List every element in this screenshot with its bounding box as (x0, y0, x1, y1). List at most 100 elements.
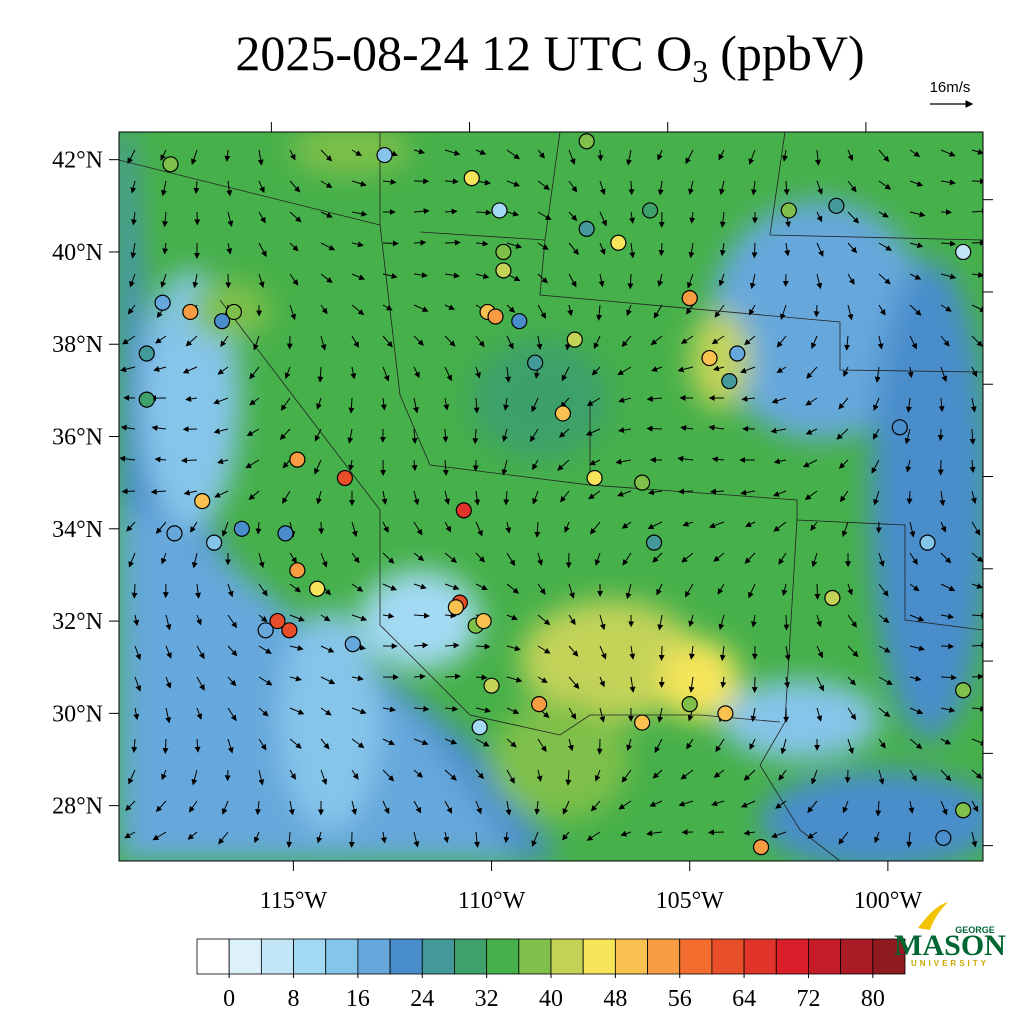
title-text: 2025-08-24 12 UTC O (235, 25, 692, 81)
wind-arrow (629, 242, 636, 259)
wind-arrow (586, 397, 601, 406)
wind-arrow (314, 459, 322, 475)
logo-main: MASON (894, 929, 1006, 962)
wind-arrow (718, 149, 725, 161)
colorbar-bin (196, 938, 230, 975)
wind-arrow (155, 335, 167, 344)
wind-arrow (162, 738, 169, 755)
wind-arrow (782, 149, 788, 162)
wind-arrow (537, 273, 548, 284)
wind-arrow (688, 614, 695, 628)
wind-arrow (502, 428, 508, 442)
wind-arrow (847, 180, 857, 193)
wind-arrow (711, 335, 725, 345)
wind-arrow (652, 769, 663, 779)
wind-arrow (871, 459, 880, 474)
wind-arrow (131, 738, 138, 753)
colorbar-bin (711, 938, 745, 975)
wind-arrow (649, 800, 663, 807)
wind-arrow (289, 180, 301, 193)
station (289, 562, 306, 579)
title-subscript: 3 (692, 53, 708, 89)
wind-arrow (816, 180, 823, 195)
wind-arrow (258, 583, 268, 597)
station (182, 303, 199, 321)
wind-arrow (133, 614, 140, 627)
wind-arrow (771, 397, 787, 404)
wind-arrow (713, 552, 725, 562)
station (824, 589, 841, 607)
station (645, 534, 663, 551)
wind-arrow (320, 273, 333, 284)
wind-arrow (599, 180, 606, 196)
wind-arrow (413, 239, 427, 246)
wind-arrow (816, 211, 823, 223)
wind-arrow (475, 552, 486, 563)
wind-arrow (805, 397, 818, 406)
colorbar-bin (550, 938, 584, 975)
wind-arrow (841, 521, 849, 538)
wind-arrow (126, 521, 136, 532)
wind-arrow (621, 521, 632, 529)
wind-arrow (289, 552, 297, 564)
station (634, 474, 651, 491)
wind-arrow (971, 642, 983, 649)
wind-arrow (651, 366, 663, 372)
wind-arrow (320, 180, 333, 189)
wind-arrow (568, 645, 579, 657)
wind-arrow (320, 149, 333, 162)
wind-arrow (506, 242, 523, 249)
wind-arrow (444, 642, 460, 649)
colorbar-label: 48 (603, 986, 627, 1012)
station (225, 303, 243, 321)
station (729, 345, 746, 362)
wind-arrow (971, 208, 983, 215)
wind-arrow (816, 645, 823, 659)
wind-arrow (413, 673, 426, 680)
wind-arrow (289, 675, 302, 682)
station (919, 534, 936, 551)
station (194, 493, 211, 510)
wind-arrow (743, 769, 756, 781)
wind-arrow (781, 583, 788, 597)
wind-arrow (127, 304, 136, 315)
station (634, 714, 651, 731)
wind-arrow (320, 242, 336, 251)
wind-arrow (475, 643, 491, 650)
wind-arrow (443, 831, 450, 844)
wind-arrow (444, 208, 458, 215)
wind-arrow (784, 645, 791, 661)
wind-arrow (534, 800, 541, 816)
wind-arrow (506, 583, 520, 594)
wind-arrow (775, 800, 787, 809)
colorbar-bin (357, 938, 391, 975)
wind-arrow (120, 366, 136, 373)
wind-arrow (128, 769, 136, 785)
wind-arrow (740, 489, 756, 496)
wind-arrow (677, 366, 694, 373)
wind-arrow (909, 552, 918, 566)
wind-arrow (712, 365, 725, 372)
wind-arrow (685, 304, 694, 315)
wind-arrow (780, 304, 787, 321)
wind-arrow (940, 800, 948, 816)
wind-arrow (413, 705, 430, 712)
wind-arrow (472, 428, 479, 445)
wind-arrow (618, 427, 632, 434)
wind-arrow (744, 552, 756, 564)
wind-arrow (909, 707, 924, 715)
wind-arrow (288, 800, 295, 816)
wind-arrow (351, 583, 364, 592)
wind-arrow (568, 273, 577, 288)
wind-arrow (811, 769, 818, 785)
wind-arrow (939, 490, 946, 507)
wind-arrow (217, 366, 229, 375)
wind-arrow (568, 707, 577, 720)
wind-arrow (562, 831, 570, 841)
wind-arrow (778, 552, 787, 565)
wind-arrow (475, 738, 490, 747)
wind-arrow (591, 366, 601, 376)
wind-arrow (537, 738, 547, 753)
wind-arrow (536, 769, 543, 782)
wind-arrow (718, 614, 725, 631)
